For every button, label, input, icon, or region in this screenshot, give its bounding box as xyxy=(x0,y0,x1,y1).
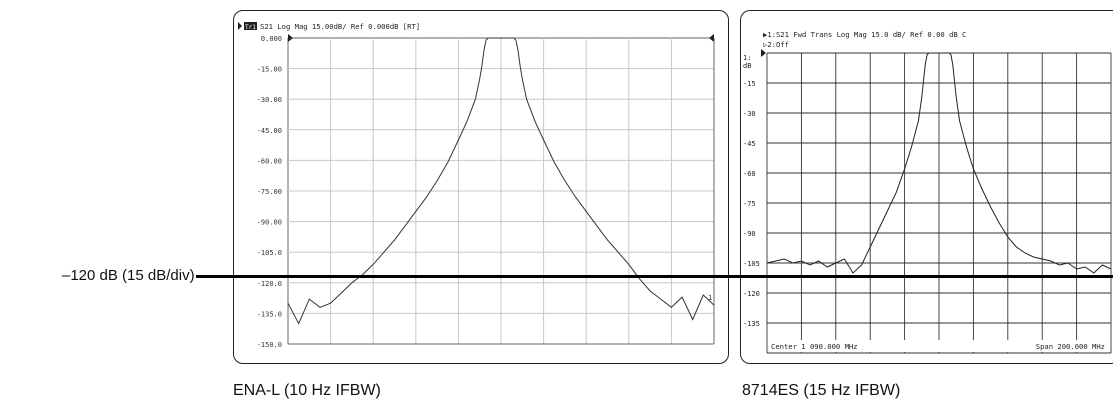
reference-line-label: –120 dB (15 dB/div) xyxy=(62,267,195,284)
y-unit-label: dB xyxy=(743,62,751,70)
y-tick-label: -90 xyxy=(743,230,756,238)
y-tick-label: 0.000 xyxy=(261,35,282,43)
y-tick-label: -75 xyxy=(743,200,756,208)
chart-header-line1: ▶1:S21 Fwd Trans Log Mag 15.0 dB/ Ref 0.… xyxy=(763,30,966,39)
y-tick-label: -15 xyxy=(743,80,756,88)
y-tick-label: -45 xyxy=(743,140,756,148)
trace-tag: Tr1 xyxy=(245,24,256,31)
chart-header: S21 Log Mag 15.00dB/ Ref 0.000dB [RT] xyxy=(260,22,420,31)
y-tick-label: -15.00 xyxy=(257,66,282,74)
ena-l-caption: ENA-L (10 Hz IFBW) xyxy=(233,382,381,399)
y-tick-label: -105.0 xyxy=(257,249,282,257)
reference-line xyxy=(196,275,1113,278)
y-tick-label: -135.0 xyxy=(257,310,282,318)
y-tick-label: -60 xyxy=(743,170,756,178)
y-tick-label: -105 xyxy=(743,260,760,268)
trace-tag-box xyxy=(244,22,257,30)
ref-marker-icon xyxy=(288,34,293,42)
chart-header-line2: ▷2:Off xyxy=(763,40,789,49)
y-tick-label: -30 xyxy=(743,110,756,118)
y-tick-label: -30.00 xyxy=(257,96,282,104)
y-tick-label: -120 xyxy=(743,290,760,298)
y-tick-label: -90.00 xyxy=(257,219,282,227)
ena-l-panel: Tr1 S21 Log Mag 15.00dB/ Ref 0.000dB [RT]… xyxy=(233,10,729,364)
ref-marker-icon xyxy=(761,49,766,57)
trace-end-label: 1 xyxy=(708,294,712,302)
ref-marker-right-icon xyxy=(709,34,714,42)
y-tick-label: -135 xyxy=(743,320,760,328)
8714es-chart: ▶1:S21 Fwd Trans Log Mag 15.0 dB/ Ref 0.… xyxy=(743,30,1112,354)
ena-l-chart: Tr1 S21 Log Mag 15.00dB/ Ref 0.000dB [RT]… xyxy=(238,22,715,349)
series-line xyxy=(287,37,715,325)
footer-bg xyxy=(768,340,1110,352)
series-line xyxy=(766,52,1112,274)
y-tick-label: -75.00 xyxy=(257,188,282,196)
footer-left: Center 1 090.000 MHz xyxy=(771,342,858,351)
y-tick-label: -60.00 xyxy=(257,157,282,165)
marker-label: 1: xyxy=(743,54,751,62)
y-tick-label: -45.00 xyxy=(257,127,282,135)
8714es-panel: ▶1:S21 Fwd Trans Log Mag 15.0 dB/ Ref 0.… xyxy=(740,10,1113,364)
y-tick-label: -120.0 xyxy=(257,280,282,288)
y-tick-label: -150.0 xyxy=(257,341,282,349)
footer-right: Span 200.000 MHz xyxy=(1036,342,1105,351)
8714es-caption: 8714ES (15 Hz IFBW) xyxy=(742,382,901,399)
trace-marker-icon xyxy=(238,22,242,30)
